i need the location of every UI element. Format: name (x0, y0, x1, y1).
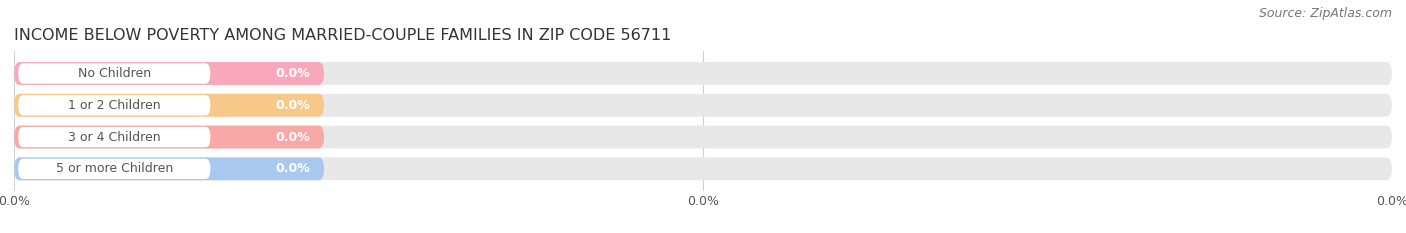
FancyBboxPatch shape (14, 157, 1392, 180)
FancyBboxPatch shape (14, 62, 1392, 85)
Text: 0.0%: 0.0% (276, 130, 311, 144)
Text: 0.0%: 0.0% (276, 99, 311, 112)
Text: No Children: No Children (77, 67, 150, 80)
Text: 0.0%: 0.0% (276, 67, 311, 80)
Text: 1 or 2 Children: 1 or 2 Children (67, 99, 160, 112)
Text: INCOME BELOW POVERTY AMONG MARRIED-COUPLE FAMILIES IN ZIP CODE 56711: INCOME BELOW POVERTY AMONG MARRIED-COUPL… (14, 28, 672, 43)
FancyBboxPatch shape (18, 127, 211, 147)
FancyBboxPatch shape (18, 95, 211, 115)
FancyBboxPatch shape (14, 94, 1392, 117)
FancyBboxPatch shape (18, 159, 211, 179)
Text: 0.0%: 0.0% (276, 162, 311, 175)
FancyBboxPatch shape (14, 157, 325, 180)
Text: 5 or more Children: 5 or more Children (56, 162, 173, 175)
FancyBboxPatch shape (14, 126, 325, 148)
Text: Source: ZipAtlas.com: Source: ZipAtlas.com (1258, 7, 1392, 20)
FancyBboxPatch shape (14, 94, 325, 117)
FancyBboxPatch shape (18, 63, 211, 84)
Text: 3 or 4 Children: 3 or 4 Children (67, 130, 160, 144)
FancyBboxPatch shape (14, 126, 1392, 148)
FancyBboxPatch shape (14, 62, 325, 85)
